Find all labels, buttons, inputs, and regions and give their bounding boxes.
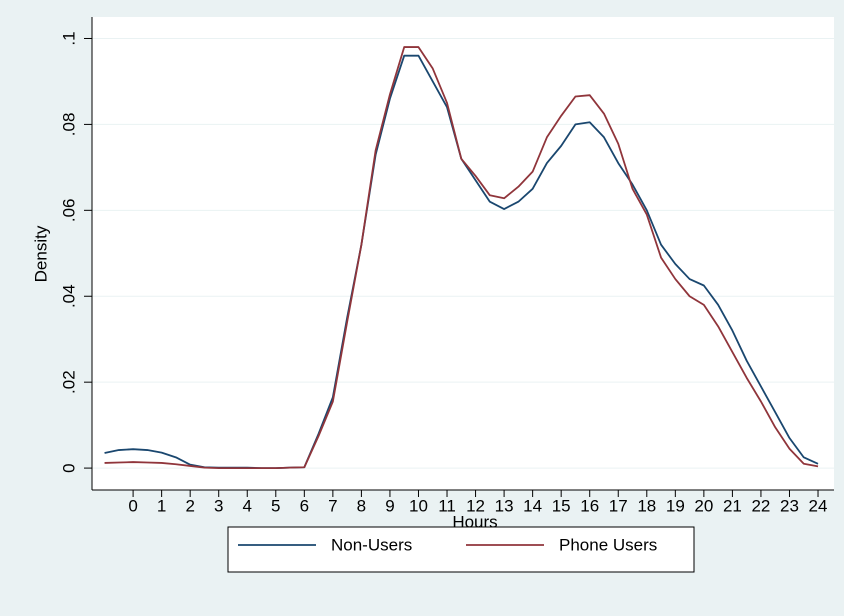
x-tick-label: 0 xyxy=(128,496,137,515)
y-tick-label: .1 xyxy=(59,31,78,45)
x-tick-label: 16 xyxy=(580,496,599,515)
x-tick-label: 18 xyxy=(637,496,656,515)
y-tick-label: .06 xyxy=(59,199,78,223)
x-tick-label: 10 xyxy=(409,496,428,515)
x-tick-label: 15 xyxy=(552,496,571,515)
y-tick-label: .08 xyxy=(59,113,78,137)
x-tick-label: 21 xyxy=(723,496,742,515)
y-tick-label: .02 xyxy=(59,370,78,394)
series-line xyxy=(104,46,819,469)
x-tick-label: 11 xyxy=(438,496,456,515)
x-tick-label: 9 xyxy=(385,496,394,515)
y-tick-label: 0 xyxy=(59,463,78,472)
x-tick-label: 4 xyxy=(243,496,252,515)
y-axis-label: Density xyxy=(31,225,50,282)
x-tick-label: 6 xyxy=(300,496,309,515)
x-tick-label: 19 xyxy=(666,496,685,515)
x-tick-label: 13 xyxy=(495,496,514,515)
x-tick-label: 3 xyxy=(214,496,223,515)
plot-area xyxy=(92,17,834,490)
x-tick-label: 22 xyxy=(751,496,770,515)
x-tick-label: 2 xyxy=(185,496,194,515)
legend-box xyxy=(227,526,695,573)
x-tick-label: 20 xyxy=(694,496,713,515)
legend-label: Non-Users xyxy=(331,535,412,554)
x-tick-label: 8 xyxy=(357,496,366,515)
x-tick-label: 12 xyxy=(466,496,485,515)
y-tick-label: .04 xyxy=(59,284,78,308)
x-tick-label: 17 xyxy=(609,496,628,515)
x-tick-label: 14 xyxy=(523,496,542,515)
x-tick-label: 1 xyxy=(157,496,166,515)
x-tick-label: 7 xyxy=(328,496,337,515)
x-tick-label: 24 xyxy=(809,496,828,515)
legend-label: Phone Users xyxy=(559,535,657,554)
x-tick-label: 5 xyxy=(271,496,280,515)
x-tick-label: 23 xyxy=(780,496,799,515)
